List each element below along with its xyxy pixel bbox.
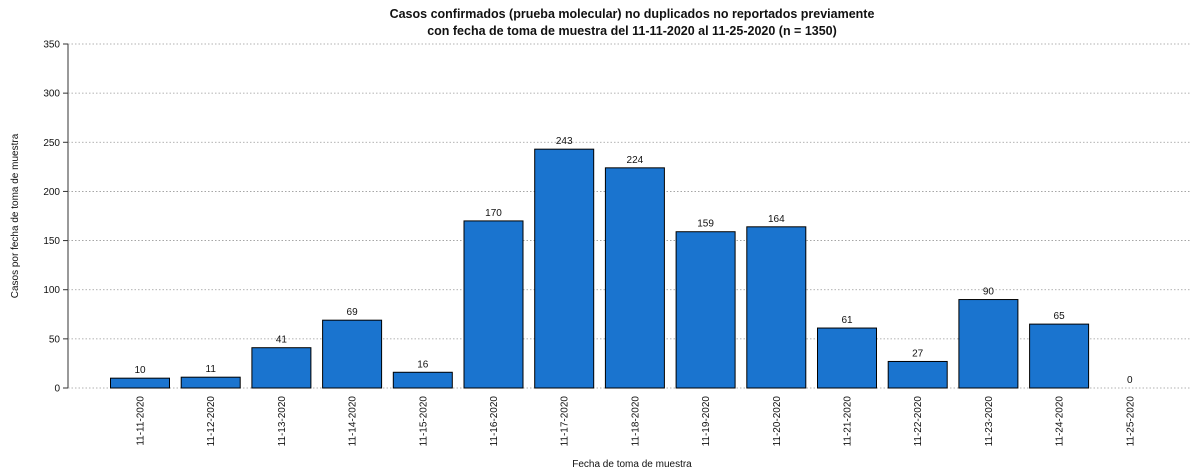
value-label: 243 [556,136,573,147]
bar [604,167,665,389]
chart-title: Casos confirmados (prueba molecular) no … [390,7,875,21]
bar [887,360,948,389]
x-tick-label: 11-12-2020 [206,396,217,447]
x-tick-label: 11-19-2020 [701,396,712,447]
value-label: 16 [417,359,429,370]
value-label: 159 [697,219,714,230]
bar [746,226,807,389]
bar [110,377,170,389]
x-tick-label: 11-16-2020 [489,396,500,447]
value-label: 41 [276,335,288,346]
value-label: 90 [983,287,995,298]
y-tick-label: 350 [43,40,60,51]
x-tick-label: 11-23-2020 [984,396,995,447]
bar [180,376,241,389]
value-label: 61 [841,315,853,326]
y-tick-label: 300 [43,89,60,100]
y-tick-label: 50 [49,334,61,345]
y-axis-title: Casos por fecha de toma de muestra [10,133,21,298]
bar [392,371,453,389]
chart-subtitle: con fecha de toma de muestra del 11-11-2… [427,24,837,38]
x-tick-label: 11-21-2020 [843,396,854,447]
bar [463,220,524,389]
bar [958,299,1019,389]
x-tick-label: 11-15-2020 [418,396,429,447]
value-label: 164 [768,214,785,225]
x-tick-label: 11-20-2020 [772,396,783,447]
bar [817,327,877,389]
x-tick-label: 11-25-2020 [1125,396,1136,447]
x-tick-label: 11-22-2020 [913,396,924,447]
value-label: 69 [347,307,359,318]
bar [534,148,595,389]
value-label: 224 [627,155,644,166]
x-tick-label: 11-14-2020 [348,396,359,447]
bar [251,347,312,389]
bar [675,231,736,389]
x-tick-label: 11-17-2020 [560,396,571,447]
y-tick-label: 100 [43,285,60,296]
x-tick-label: 11-18-2020 [630,396,641,447]
y-tick-label: 200 [43,187,60,198]
y-tick-label: 150 [43,236,60,247]
x-tick-label: 11-24-2020 [1055,396,1066,447]
bar [322,319,383,389]
bar [1029,323,1090,389]
x-tick-label: 11-13-2020 [277,396,288,447]
value-label: 10 [134,365,146,376]
value-label: 11 [206,364,217,375]
y-tick-label: 0 [54,384,60,395]
value-label: 27 [912,348,924,359]
x-tick-label: 11-11-2020 [136,396,147,446]
value-label: 170 [485,208,502,219]
y-tick-label: 250 [43,138,60,149]
value-label: 0 [1127,375,1133,386]
value-label: 65 [1054,311,1066,322]
x-axis-title: Fecha de toma de muestra [572,459,692,470]
